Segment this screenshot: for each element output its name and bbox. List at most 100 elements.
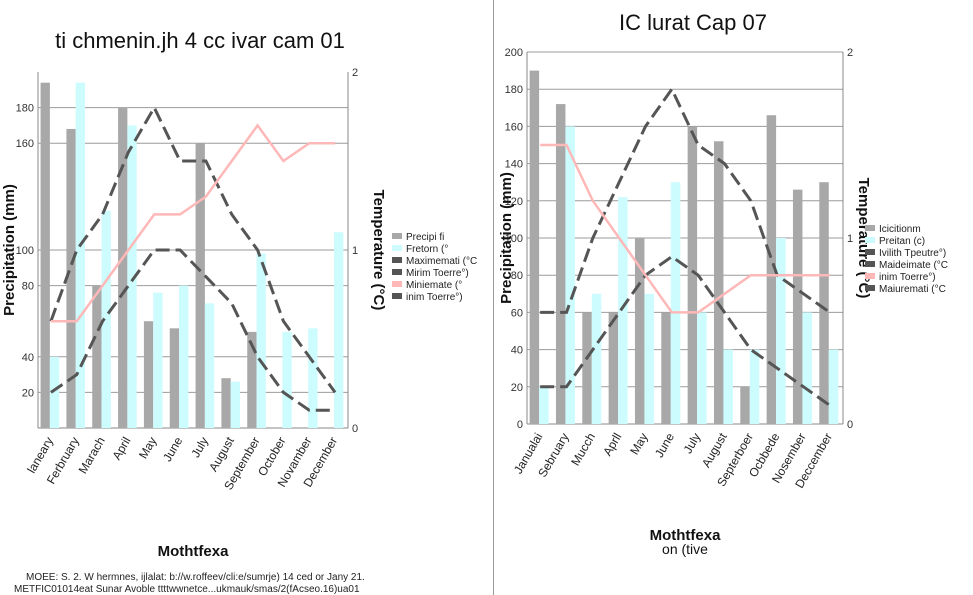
legend-label: Ivilith Tpeutre°) — [879, 248, 946, 259]
y2-tick-label: 1 — [847, 233, 853, 245]
legend-label: Mirim Toerre°) — [406, 268, 469, 279]
bar-grey — [40, 82, 50, 429]
chart-title: ti chmenin.jh 4 cc ivar cam 01 — [55, 28, 345, 53]
y-tick-label: 60 — [511, 307, 523, 319]
bar-grey — [92, 285, 102, 428]
bar-cyan — [75, 82, 86, 429]
bar-cyan — [670, 182, 681, 424]
y2-tick-label: 1 — [352, 245, 358, 257]
y-tick-label: 20 — [22, 387, 34, 399]
legend-label: inim Toerre°) — [879, 272, 936, 283]
legend-swatch — [392, 281, 402, 287]
bar-grey — [169, 328, 180, 428]
series-line-1 — [49, 104, 337, 394]
bar-cyan — [802, 312, 812, 424]
legend-label: Maximemati (°C — [406, 256, 477, 267]
bar-cyan — [334, 232, 344, 428]
bar-cyan — [230, 381, 241, 428]
y-axis-label: Precipitation (mm) — [1, 184, 18, 316]
bar-grey — [221, 378, 231, 428]
bar-grey — [819, 182, 829, 424]
y-tick-label: 100 — [505, 233, 523, 245]
right-chart-svg: IC lurat Cap 070204060801001201401601802… — [498, 10, 948, 557]
y2-tick-label: 2 — [847, 47, 853, 59]
x-tick-label: April — [109, 435, 133, 463]
y2-axis-label: Temperature (°C) — [370, 190, 387, 311]
legend-label: Icicitionm — [879, 224, 921, 235]
right-chart-panel: IC lurat Cap 07 0 20 40 60 80 100 120 140 160 180 2… — [497, 0, 973, 595]
y-tick-label: 160 — [16, 138, 34, 150]
legend-swatch — [865, 225, 875, 231]
y-tick-label: 160 — [505, 121, 523, 133]
x-tick-label: Mucch — [568, 431, 598, 469]
legend-swatch — [392, 257, 402, 263]
bar-cyan — [644, 293, 654, 424]
x-tick-label: June — [652, 430, 677, 460]
bar-grey — [529, 70, 540, 424]
bar-cyan — [179, 285, 189, 428]
y-tick-label: 140 — [505, 159, 523, 171]
series-line-3 — [50, 123, 336, 323]
legend-swatch — [865, 237, 875, 243]
bar-cyan — [749, 349, 760, 424]
bar-grey — [792, 189, 803, 424]
bar-cyan — [723, 349, 733, 424]
bar-grey — [608, 312, 619, 424]
x-tick-label: May — [136, 435, 159, 462]
bar-grey — [713, 141, 724, 424]
left-chart-svg: ti chmenin.jh 4 cc ivar cam 01 20 40 80 100 1… — [1, 28, 477, 560]
series-line-1 — [540, 86, 831, 314]
bar-cyan — [127, 125, 137, 429]
bar-grey — [634, 238, 645, 424]
y-tick-label: 100 — [16, 245, 34, 257]
y-tick-label: 180 — [505, 84, 523, 96]
bar-cyan — [282, 331, 292, 428]
bar-cyan — [153, 292, 163, 428]
y-tick-label: 40 — [22, 352, 34, 364]
x-axis-label: Mothtfexa — [158, 543, 229, 560]
legend-label: inim Toerre°) — [406, 292, 463, 303]
legend-label: Precipi fi — [406, 232, 444, 243]
legend-swatch — [865, 249, 875, 255]
y-tick-label: 120 — [505, 196, 523, 208]
y-tick-label: 80 — [511, 270, 523, 282]
x-tick-label: Aprll — [600, 431, 624, 459]
x-tick-label: July — [681, 431, 704, 456]
x-tick-label: June — [160, 434, 185, 464]
bar-grey — [118, 107, 128, 428]
bar-cyan — [697, 312, 707, 424]
bar-cyan — [618, 197, 628, 424]
y2-axis-label: Temperature (°C) — [855, 178, 872, 299]
bar-cyan — [308, 328, 318, 428]
series-line-3 — [540, 143, 830, 314]
x-tick-label: July — [188, 435, 211, 460]
legend-label: Preitan (c) — [879, 236, 925, 247]
legend-swatch — [392, 293, 402, 299]
series-line-2 — [50, 248, 336, 412]
left-chart-panel: ti chmenin.jh 4 cc ivar cam 01 20 40 80 100 1… — [0, 0, 494, 595]
y-tick-label: 20 — [511, 382, 523, 394]
y-tick-label: 80 — [22, 281, 34, 293]
y-tick-label: 180 — [16, 103, 34, 115]
bar-cyan — [565, 126, 575, 425]
legend-label: Maiuremati (°C — [879, 284, 946, 295]
bar-cyan — [49, 356, 60, 428]
legend-label: Maideimate (°C — [879, 260, 948, 271]
legend-label: Miniemate (° — [406, 280, 462, 291]
bar-grey — [555, 104, 566, 424]
footnote-url: METFIC01014eat Sunar Avoble ttttwwnetce.… — [14, 584, 360, 595]
y-tick-label: 200 — [505, 47, 523, 59]
y2-tick-label: 0 — [847, 419, 853, 431]
x-axis-label-2: on (tive — [662, 541, 708, 557]
bar-grey — [195, 143, 205, 428]
bar-cyan — [101, 210, 111, 428]
bar-grey — [582, 312, 592, 424]
bar-grey — [687, 126, 698, 425]
legend-swatch — [392, 233, 402, 239]
y-axis-label: Precipitation (mm) — [498, 172, 515, 304]
legend-label: Fretorn (° — [406, 244, 448, 255]
y-tick-label: 0 — [517, 419, 523, 431]
legend-swatch — [865, 261, 875, 267]
footnote-source: MOEE: S. 2. W hermnes, ijlalat: b://w.ro… — [26, 572, 365, 583]
bar-grey — [66, 128, 76, 428]
